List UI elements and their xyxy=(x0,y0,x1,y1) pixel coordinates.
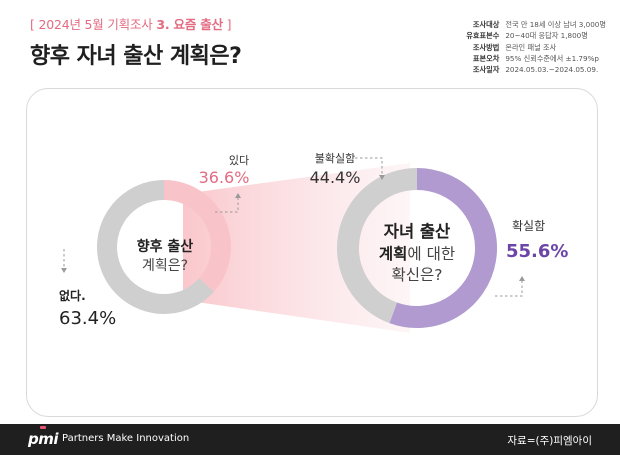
donut2-title-line2-bold: 계획 xyxy=(379,244,408,263)
tag-strong: 3. 요즘 출산 xyxy=(156,17,223,32)
donut1-slice-no xyxy=(97,180,214,314)
survey-info-label: 조사일자 xyxy=(472,65,500,75)
tag-bracket-open: [ xyxy=(30,17,39,32)
slice-label-uncertain: 불확실함 xyxy=(315,152,355,165)
donut-chart-certainty xyxy=(337,168,497,328)
slice-value-uncertain: 44.4% xyxy=(310,168,361,187)
survey-info-row: 조사일자 2024.05.03.~2024.05.09. xyxy=(455,64,606,75)
donut1-title-light: 계획은? xyxy=(142,258,188,274)
leader-line-certain xyxy=(495,280,523,297)
slice-value-certain: 55.6% xyxy=(506,241,568,262)
survey-info-row: 조사대상 전국 만 18세 이상 남녀 3,000명 xyxy=(455,19,606,30)
slice-label-certain: 확실함 xyxy=(512,219,545,233)
donut2-title-line1: 자녀 출산 xyxy=(384,222,450,241)
slice-label-no: 없다. xyxy=(59,288,86,303)
slice-label-yes: 있다 xyxy=(229,154,249,167)
slice-value-yes: 36.6% xyxy=(199,168,250,187)
page-title: 향후 자녀 출산 계획은? xyxy=(30,44,242,69)
arrow-down-icon xyxy=(61,268,67,273)
survey-info-row: 유효표본수 20~40대 응답자 1,800명 xyxy=(455,30,606,41)
survey-info-value: 95% 신뢰수준에서 ±1.79%p xyxy=(505,53,599,63)
arrow-up-icon xyxy=(235,193,241,198)
donut2-title-line2-light: 에 대한 xyxy=(407,245,455,263)
tag-bracket-close: ] xyxy=(222,17,232,32)
donut-chart-plan xyxy=(97,180,231,314)
arrow-up-icon xyxy=(519,276,525,281)
source-credit: 자료=(주)피엠아이 xyxy=(507,435,592,447)
leader-line-uncertain xyxy=(355,157,383,177)
survey-info-value: 전국 만 18세 이상 남녀 3,000명 xyxy=(505,20,606,29)
footer-tagline: Partners Make Innovation xyxy=(62,433,190,444)
survey-info-value: 2024.05.03.~2024.05.09. xyxy=(505,65,599,75)
survey-info-label: 조사대상 xyxy=(472,20,500,29)
donut1-slice-yes xyxy=(163,180,231,292)
survey-info-label: 유효표본수 xyxy=(466,31,500,41)
logo-accent-icon xyxy=(40,426,46,429)
survey-info-value: 온라인 패널 조사 xyxy=(505,42,557,52)
slice-value-no: 63.4% xyxy=(59,308,116,329)
survey-info-label: 조사방법 xyxy=(472,42,500,52)
pmi-logo: pmi xyxy=(28,430,59,448)
tag-text: 2024년 5월 기획조사 xyxy=(38,17,157,32)
survey-info: 조사대상 전국 만 18세 이상 남녀 3,000명 유효표본수 20~40대 응답… xyxy=(455,19,606,75)
survey-info-row: 조사방법 온라인 패널 조사 xyxy=(455,42,606,53)
survey-info-value: 20~40대 응답자 1,800명 xyxy=(505,31,588,41)
donut2-title-line3: 확신은? xyxy=(391,266,442,284)
survey-info-row: 표본오차 95% 신뢰수준에서 ±1.79%p xyxy=(455,53,606,64)
donut2-slice-certain xyxy=(389,168,497,328)
survey-info-label: 표본오차 xyxy=(472,53,500,63)
arrow-down-icon xyxy=(379,175,385,180)
report-tag: [ 2024년 5월 기획조사 3. 요즘 출산 ] xyxy=(30,14,232,33)
donut1-title-bold: 향후 출산 xyxy=(137,238,194,255)
footer-bar: pmi Partners Make Innovation 자료=(주)피엠아이 xyxy=(0,424,620,455)
donut2-slice-uncertain xyxy=(337,168,418,324)
donut2-title-line2: 계획에 대한 xyxy=(379,244,455,263)
